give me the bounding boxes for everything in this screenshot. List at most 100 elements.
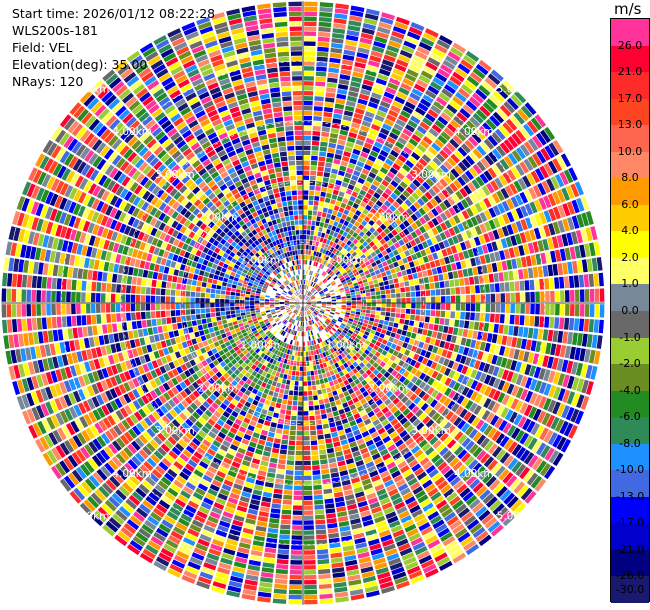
range-gate (367, 465, 377, 473)
range-gate (487, 400, 496, 411)
range-gate (246, 513, 257, 520)
range-gate (213, 534, 226, 543)
range-gate (354, 285, 359, 289)
range-gate (376, 307, 381, 311)
range-gate (418, 74, 431, 84)
range-gate (292, 314, 296, 319)
range-gate (399, 347, 406, 354)
range-gate (508, 325, 514, 336)
range-gate (259, 465, 268, 472)
range-gate (306, 321, 308, 326)
range-gate (415, 251, 422, 259)
range-gate (364, 74, 376, 82)
range-gate (304, 555, 316, 560)
range-gate (141, 373, 149, 383)
range-gate (306, 326, 309, 331)
range-gate (390, 362, 398, 369)
range-gate (141, 395, 150, 405)
range-gate (386, 114, 397, 123)
range-gate (566, 360, 574, 374)
range-gate (526, 173, 536, 186)
range-gate (399, 404, 407, 413)
range-gate (453, 480, 465, 491)
range-gate (457, 328, 464, 337)
range-gate (386, 382, 394, 390)
range-gate (328, 314, 334, 318)
range-gate (296, 426, 303, 431)
range-gate (317, 321, 321, 326)
range-gate (215, 379, 223, 386)
range-gate (366, 264, 373, 270)
range-gate (350, 310, 356, 314)
range-gate (297, 421, 303, 426)
range-gate (256, 314, 262, 318)
range-gate (435, 303, 441, 310)
range-gate (478, 509, 491, 522)
range-gate (297, 406, 303, 411)
range-gate (473, 321, 480, 331)
range-gate (303, 426, 310, 431)
range-gate (375, 440, 384, 448)
range-gate (446, 79, 459, 91)
range-gate (145, 495, 157, 507)
range-gate (412, 353, 420, 361)
range-gate (457, 161, 468, 172)
range-gate (345, 227, 351, 233)
range-gate (311, 450, 319, 456)
range-gate (357, 349, 364, 355)
range-gate (349, 236, 355, 242)
range-gate (168, 422, 177, 432)
range-gate (309, 270, 312, 276)
range-gate (327, 527, 339, 534)
range-gate (425, 61, 438, 72)
range-gate (387, 326, 393, 332)
range-gate (387, 414, 396, 422)
range-gate (384, 398, 392, 406)
range-gate (105, 520, 119, 533)
range-gate (233, 456, 243, 464)
range-gate (402, 519, 415, 529)
range-gate (513, 413, 523, 426)
range-gate (478, 469, 490, 481)
range-gate (421, 357, 429, 365)
range-gate (411, 192, 420, 201)
range-gate (353, 170, 361, 177)
range-gate (468, 167, 479, 178)
range-gate (393, 123, 404, 132)
range-gate (87, 372, 95, 384)
range-gate (142, 445, 153, 456)
range-gate (273, 438, 281, 444)
range-gate (456, 233, 464, 243)
range-gate (327, 317, 332, 321)
range-gate (492, 366, 500, 377)
range-gate (413, 259, 420, 267)
range-gate (101, 367, 109, 379)
range-gate (412, 179, 421, 188)
range-gate (480, 303, 486, 312)
range-gate (467, 267, 474, 277)
range-gate (464, 170, 475, 181)
range-gate (271, 417, 278, 423)
range-gate (309, 410, 315, 416)
range-gate (185, 532, 198, 542)
range-gate (268, 316, 273, 321)
range-gate (295, 304, 300, 307)
range-gate (316, 273, 320, 278)
range-gate (456, 201, 465, 211)
range-gate (547, 399, 557, 413)
range-gate (422, 563, 437, 574)
range-gate (358, 93, 370, 101)
range-gate (292, 400, 298, 406)
range-gate (234, 369, 241, 376)
range-gate (118, 384, 127, 395)
range-gate (313, 489, 323, 495)
range-gate (491, 446, 503, 458)
range-gate (382, 386, 390, 394)
range-gate (395, 401, 404, 409)
range-gate (335, 337, 341, 343)
range-gate (316, 429, 324, 435)
range-gate (377, 323, 383, 329)
range-gate (340, 439, 348, 446)
range-gate (386, 294, 391, 299)
range-gate (474, 370, 483, 381)
